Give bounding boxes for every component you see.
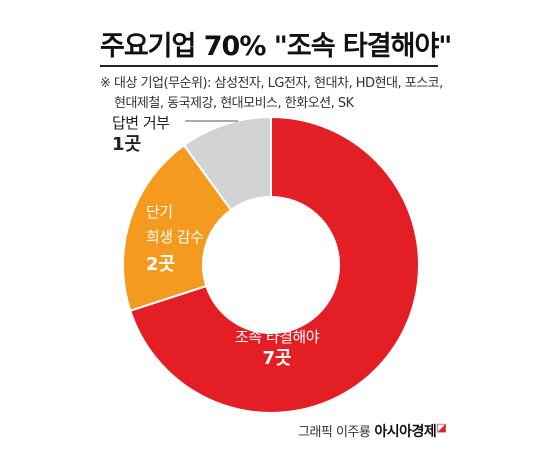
brand-logo-text: 아시아경제 <box>374 424 437 440</box>
donut-slice-2 <box>122 143 233 312</box>
credit-text: 그래픽 이주룡 <box>298 425 371 440</box>
title-underline <box>100 65 438 67</box>
note-line-2: 현대제철, 동국제강, 현대모비스, 한화오션, SK <box>114 96 354 111</box>
donut-slice-1 <box>128 115 420 414</box>
slice-label-1: 조속 타결해야 <box>235 328 320 346</box>
slice-label-3: 답변 거부 <box>112 114 170 132</box>
slice-value-3: 1곳 <box>112 134 141 155</box>
slice-value-1: 7곳 <box>262 348 291 369</box>
donut-slice-3 <box>182 115 272 212</box>
note-line-1: ※ 대상 기업(무순위): 삼성전자, LG전자, 현대차, HD현대, 포스코… <box>100 76 443 91</box>
chart-title: 주요기업 70% "조속 타결해야" <box>100 31 452 62</box>
slice-label-2-line-2: 희생 감수 <box>146 228 203 246</box>
slice-value-2: 2곳 <box>146 254 175 275</box>
graphic-credit: 그래픽 이주룡 아시아경제◪ <box>298 421 447 441</box>
brand-mark-icon: ◪ <box>436 421 447 434</box>
slice-label-2-line-1: 단기 <box>146 203 173 221</box>
